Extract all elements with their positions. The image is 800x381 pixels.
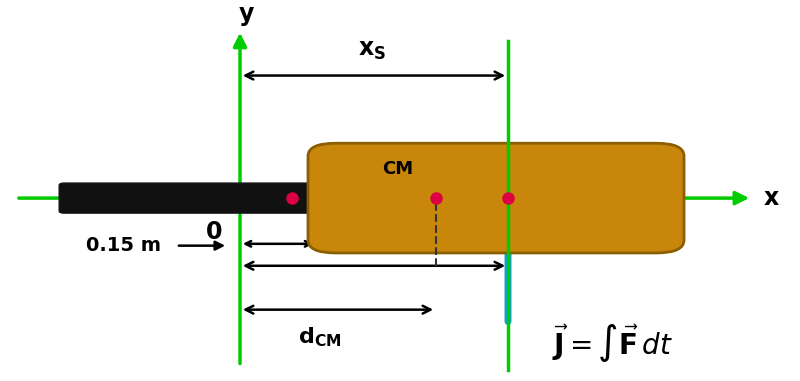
Text: 0.15 m: 0.15 m xyxy=(86,236,162,255)
Text: CM: CM xyxy=(382,160,413,178)
FancyBboxPatch shape xyxy=(59,183,369,213)
Text: $\mathbf{d}$: $\mathbf{d}$ xyxy=(372,234,388,254)
Text: y: y xyxy=(238,2,254,26)
FancyBboxPatch shape xyxy=(308,143,684,253)
Text: x: x xyxy=(764,186,779,210)
Text: 0: 0 xyxy=(206,220,222,244)
Text: $\mathbf{d_{CM}}$: $\mathbf{d_{CM}}$ xyxy=(298,325,342,349)
Text: $\mathbf{x_S}$: $\mathbf{x_S}$ xyxy=(358,38,386,62)
Text: $\vec{\mathbf{J}} = \int \vec{\mathbf{F}}\,dt$: $\vec{\mathbf{J}} = \int \vec{\mathbf{F}… xyxy=(552,323,673,365)
